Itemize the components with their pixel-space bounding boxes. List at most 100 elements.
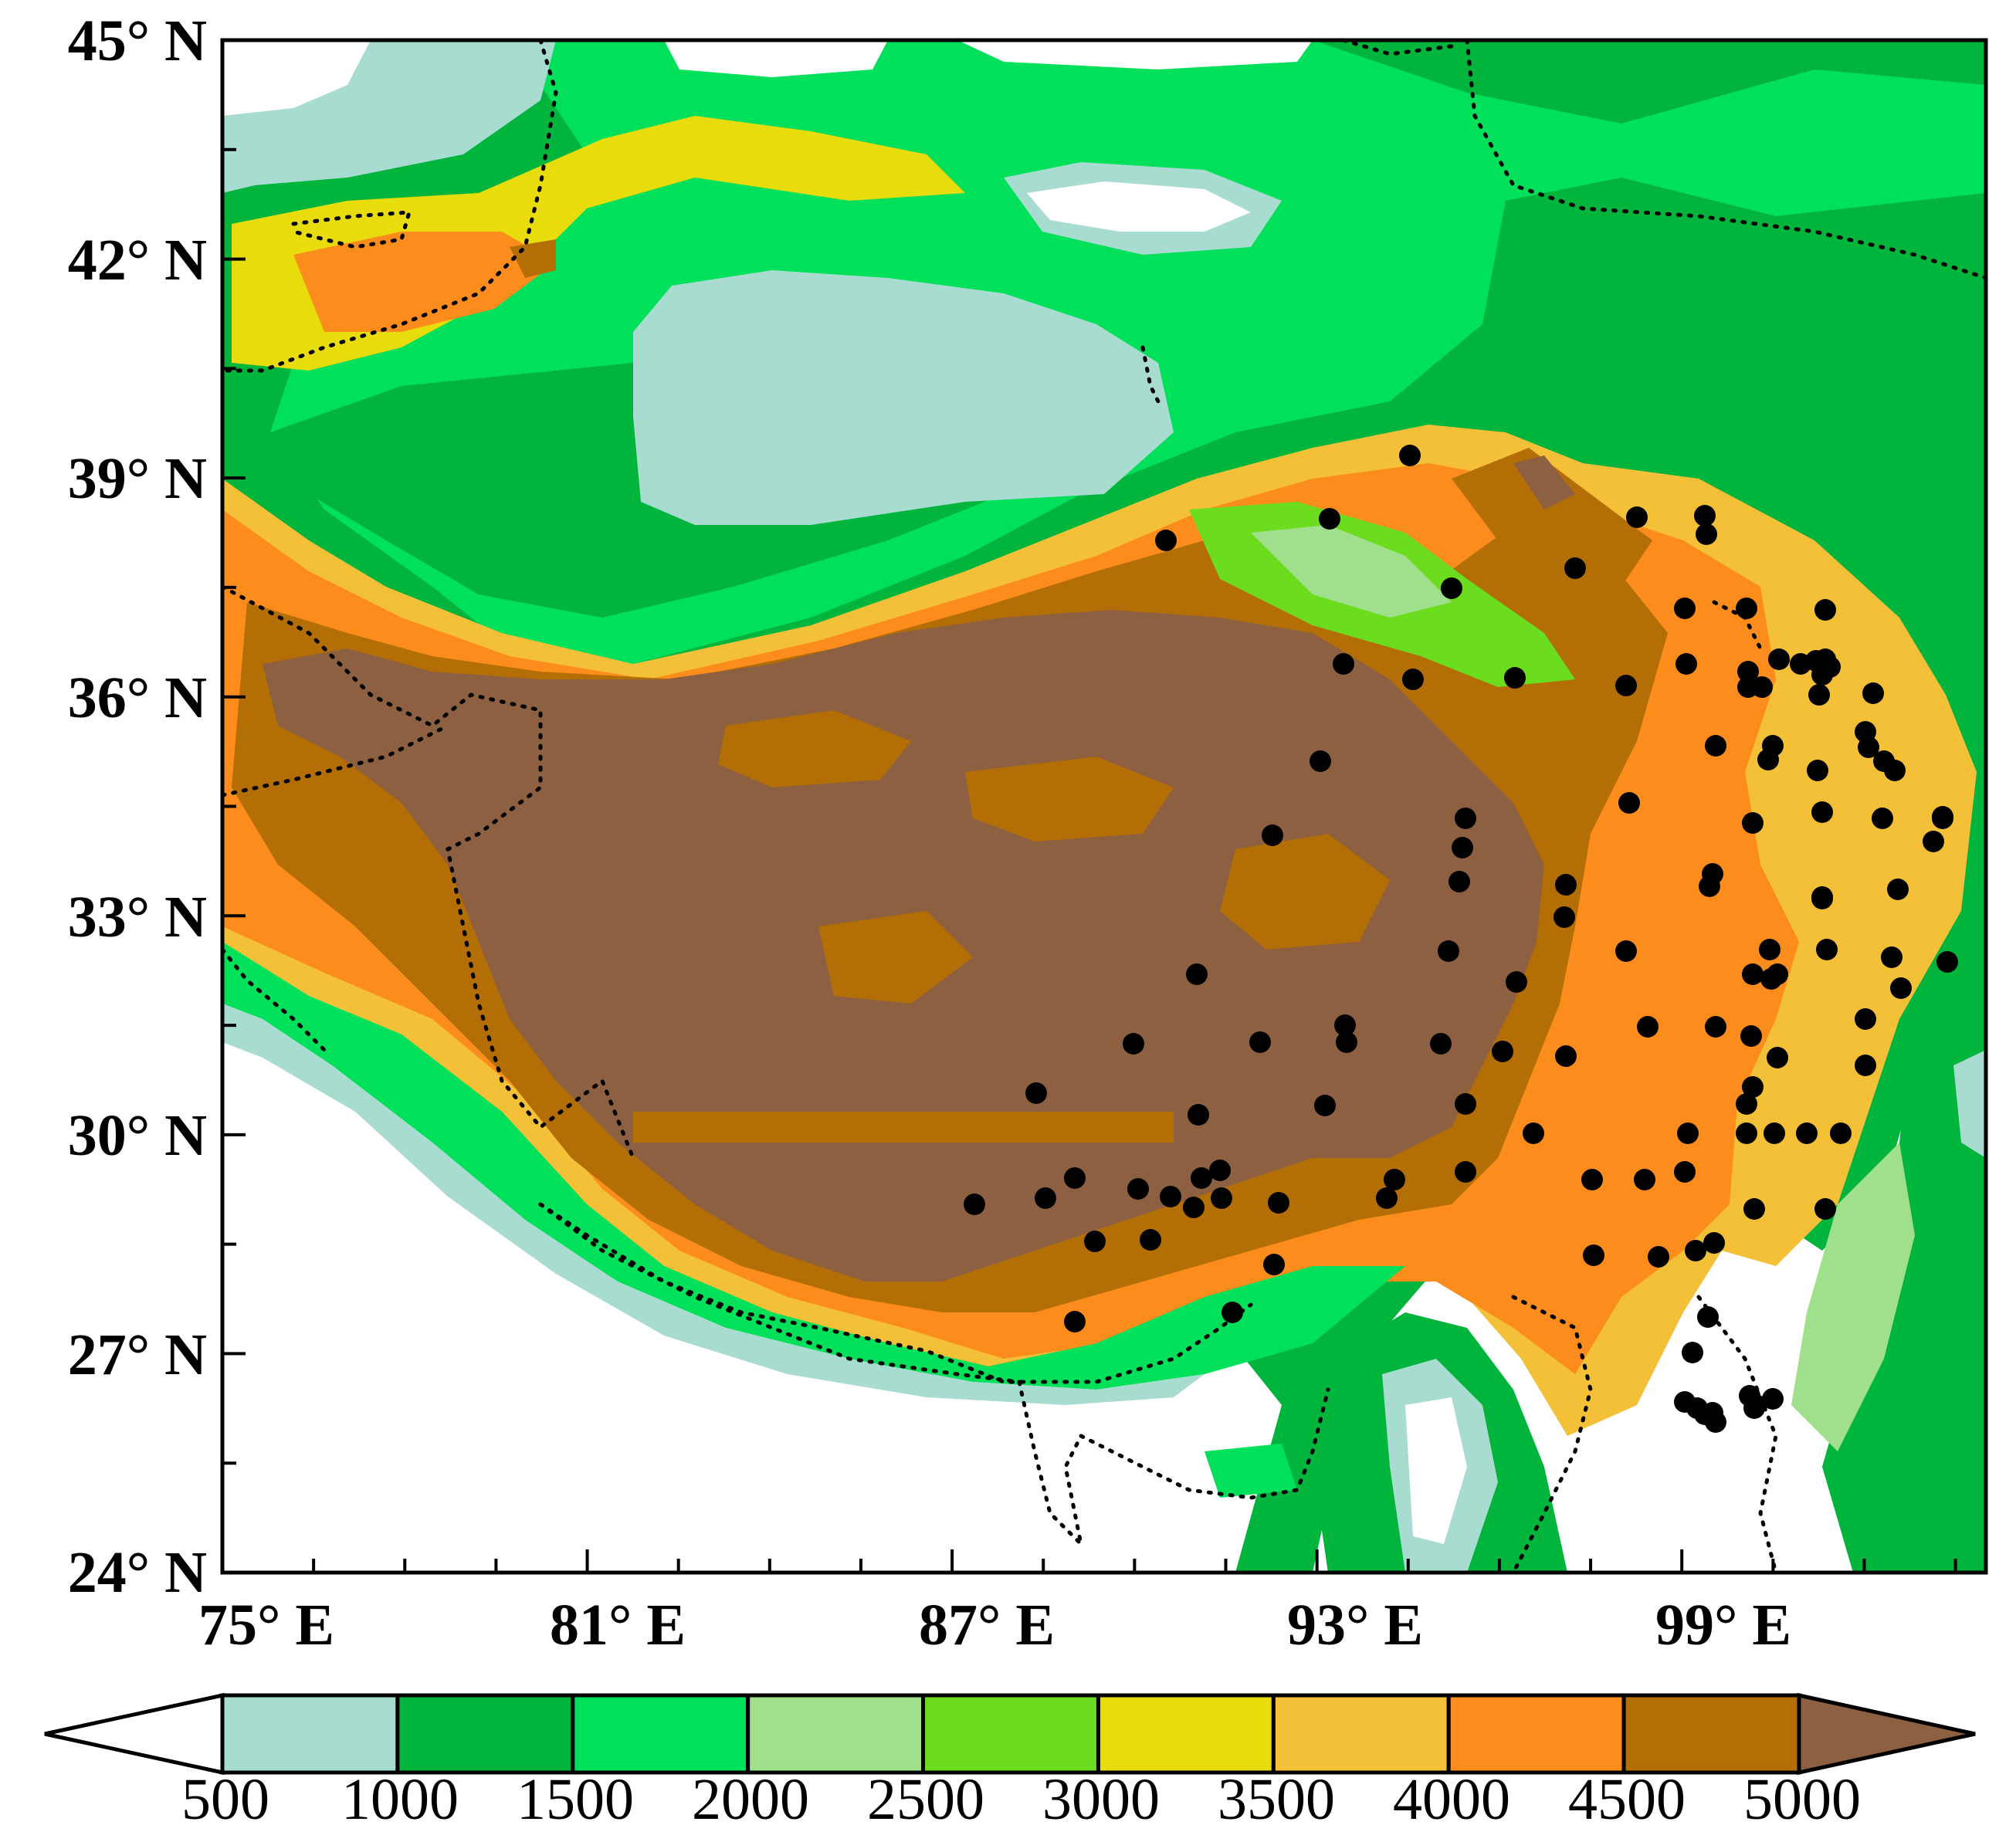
cbar-label-3000: 3000	[1042, 1767, 1160, 1832]
station-marker	[1140, 1229, 1161, 1251]
station-marker	[1697, 1306, 1719, 1328]
boundary-lines	[222, 40, 1986, 1573]
axis-ticks	[221, 39, 1957, 1574]
station-marker	[1736, 598, 1757, 619]
station-marker	[1872, 808, 1893, 829]
longitude-labels: 75° E 81° E 87° E 93° E 99° E	[198, 1593, 1791, 1657]
station-marker	[1221, 1302, 1243, 1323]
station-marker	[1583, 1244, 1604, 1266]
station-marker	[1703, 1232, 1725, 1254]
station-marker	[1249, 1031, 1271, 1053]
station-marker	[1334, 1014, 1356, 1036]
station-marker	[1637, 1016, 1659, 1038]
station-marker	[1648, 1246, 1669, 1268]
station-marker	[1314, 1095, 1336, 1116]
station-marker	[1438, 940, 1459, 962]
qilian-mountains	[1452, 448, 1652, 587]
station-marker	[1743, 1397, 1765, 1419]
core-patch-4	[1220, 834, 1390, 950]
station-marker	[1762, 1388, 1784, 1410]
station-marker	[1064, 1167, 1086, 1189]
colorbar-low-extension	[44, 1692, 225, 1776]
station-marker	[1759, 939, 1781, 960]
station-marker	[1855, 1055, 1876, 1076]
core-patch-3	[633, 1112, 1174, 1143]
colorbar-box	[220, 1693, 400, 1775]
station-marker	[1796, 1122, 1818, 1144]
station-marker	[1183, 1197, 1205, 1218]
lat-label-45: 45° N	[68, 8, 207, 73]
boundary-mongolia	[1341, 40, 1454, 56]
lon-label-99: 99° E	[1655, 1593, 1791, 1657]
station-marker	[1615, 675, 1637, 696]
station-marker	[1191, 1167, 1212, 1189]
boundary-kazakh	[291, 210, 412, 249]
station-marker	[1808, 684, 1830, 706]
colorbar-box	[1621, 1693, 1801, 1775]
station-marker	[964, 1194, 985, 1215]
station-marker	[1160, 1186, 1181, 1207]
station-marker	[1209, 1160, 1231, 1181]
station-marker	[1336, 1031, 1357, 1053]
station-markers	[964, 445, 1958, 1433]
colorbar: 500 1000 1500 2000 2500 3000 3500 4000 4…	[44, 1692, 1976, 1832]
station-marker	[1319, 508, 1340, 530]
station-marker	[1675, 653, 1697, 675]
boundary-northwest	[222, 40, 558, 373]
colorbar-box	[1096, 1693, 1276, 1775]
boundary-nepal-south	[538, 1202, 1022, 1384]
station-marker	[1705, 1016, 1726, 1038]
station-marker	[1555, 874, 1577, 896]
tianshan-ridge-orange	[293, 232, 556, 332]
station-marker	[1830, 1122, 1852, 1144]
station-marker	[1858, 736, 1879, 758]
station-marker	[1884, 760, 1906, 781]
cbar-label-2500: 2500	[867, 1767, 984, 1832]
station-marker	[1564, 557, 1586, 579]
station-marker	[1263, 1254, 1285, 1275]
station-marker	[1932, 808, 1953, 829]
station-marker	[1768, 648, 1790, 670]
station-marker	[1188, 1104, 1209, 1126]
station-marker	[1452, 837, 1473, 858]
lat-label-27: 27° N	[68, 1322, 207, 1387]
cbar-label-5000: 5000	[1743, 1767, 1861, 1832]
east-green-lowland	[1822, 988, 1986, 1573]
junggar-basin-white	[1027, 181, 1251, 232]
colorbar-box	[1446, 1693, 1626, 1775]
station-marker	[1742, 1076, 1764, 1098]
station-marker	[1674, 1161, 1696, 1183]
boundary-xinjiang-inner	[1140, 345, 1160, 404]
station-marker	[1455, 1093, 1476, 1115]
station-marker	[1757, 749, 1779, 770]
station-marker	[1127, 1178, 1149, 1200]
station-marker	[1155, 530, 1177, 551]
station-marker	[1674, 598, 1696, 619]
boundary-burma	[1511, 1295, 1593, 1573]
station-marker	[1742, 812, 1764, 834]
station-marker	[1262, 824, 1283, 846]
lat-label-39: 39° N	[68, 446, 207, 511]
tarim-desert-cyan	[633, 270, 1174, 525]
station-marker	[1441, 577, 1462, 599]
station-marker	[1430, 1033, 1452, 1055]
station-marker	[1767, 1047, 1788, 1068]
boundary-china-east	[1465, 40, 1986, 280]
station-marker	[1310, 750, 1331, 772]
himalaya-green-slope	[222, 942, 1405, 1390]
station-marker	[1923, 831, 1944, 852]
latitude-labels: 45° N 42° N 39° N 36° N 33° N 30° N 27° …	[68, 8, 207, 1605]
lon-label-75: 75° E	[198, 1593, 334, 1657]
station-marker	[1890, 977, 1912, 999]
station-marker	[1811, 888, 1833, 909]
station-marker	[1743, 1198, 1765, 1220]
core-patch-1	[718, 710, 911, 787]
station-marker	[1764, 1122, 1785, 1144]
station-marker	[1581, 1169, 1603, 1190]
station-marker	[1506, 971, 1527, 993]
station-marker	[1025, 1082, 1047, 1104]
station-marker	[1811, 801, 1833, 823]
lon-label-87: 87° E	[919, 1593, 1055, 1657]
boundary-himalaya	[538, 1202, 1253, 1384]
station-marker	[1677, 1122, 1699, 1144]
